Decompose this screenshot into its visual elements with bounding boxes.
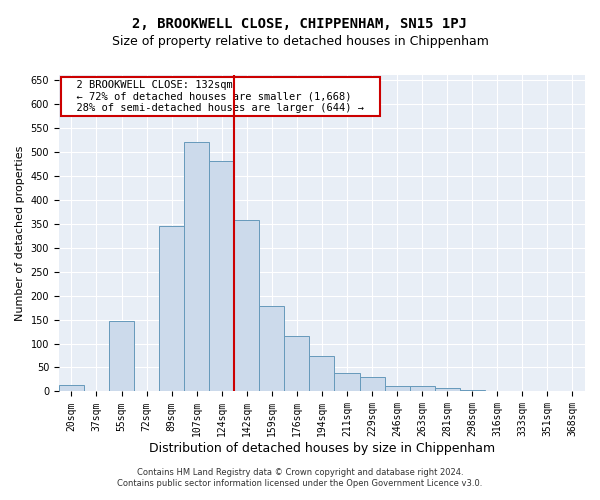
Bar — [159, 226, 184, 392]
X-axis label: Distribution of detached houses by size in Chippenham: Distribution of detached houses by size … — [149, 442, 495, 455]
Text: 2, BROOKWELL CLOSE, CHIPPENHAM, SN15 1PJ: 2, BROOKWELL CLOSE, CHIPPENHAM, SN15 1PJ — [133, 18, 467, 32]
Bar — [485, 390, 510, 392]
Bar — [410, 386, 434, 392]
Bar — [234, 220, 259, 392]
Text: 2 BROOKWELL CLOSE: 132sqm  
  ← 72% of detached houses are smaller (1,668)  
  2: 2 BROOKWELL CLOSE: 132sqm ← 72% of detac… — [64, 80, 377, 113]
Text: Contains HM Land Registry data © Crown copyright and database right 2024.
Contai: Contains HM Land Registry data © Crown c… — [118, 468, 482, 487]
Bar — [59, 385, 84, 392]
Bar — [284, 336, 310, 392]
Bar — [334, 374, 359, 392]
Y-axis label: Number of detached properties: Number of detached properties — [15, 146, 25, 321]
Bar — [109, 320, 134, 392]
Bar — [385, 386, 410, 392]
Text: Size of property relative to detached houses in Chippenham: Size of property relative to detached ho… — [112, 35, 488, 48]
Bar — [310, 356, 334, 392]
Bar — [434, 388, 460, 392]
Bar — [359, 377, 385, 392]
Bar — [209, 162, 234, 392]
Bar — [460, 390, 485, 392]
Bar — [259, 306, 284, 392]
Bar — [184, 142, 209, 392]
